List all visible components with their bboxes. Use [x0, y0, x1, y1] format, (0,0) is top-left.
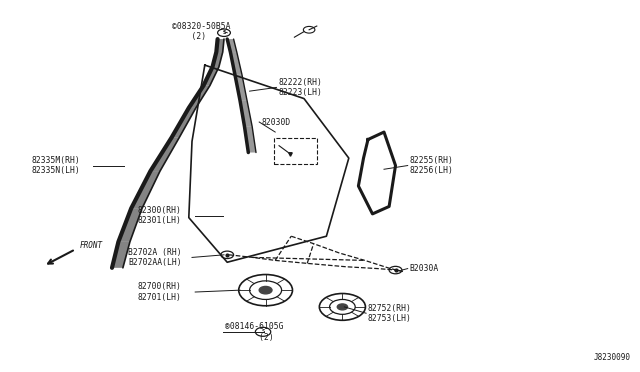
Text: FRONT: FRONT: [80, 241, 103, 250]
Polygon shape: [204, 67, 219, 86]
Polygon shape: [150, 138, 179, 171]
Text: 82300(RH)
82301(LH): 82300(RH) 82301(LH): [138, 206, 182, 225]
Text: 82222(RH)
82223(LH): 82222(RH) 82223(LH): [278, 78, 323, 97]
Polygon shape: [131, 171, 160, 208]
Text: 82255(RH)
82256(LH): 82255(RH) 82256(LH): [410, 156, 454, 175]
Polygon shape: [244, 126, 256, 153]
Polygon shape: [227, 39, 237, 52]
Polygon shape: [118, 208, 142, 242]
Text: 82335M(RH)
82335N(LH): 82335M(RH) 82335N(LH): [32, 156, 81, 175]
Text: ®08146-6105G
       (2): ®08146-6105G (2): [225, 322, 284, 341]
Polygon shape: [216, 39, 224, 52]
Polygon shape: [212, 52, 223, 67]
Text: 82700(RH)
82701(LH): 82700(RH) 82701(LH): [138, 282, 182, 302]
Bar: [274, 138, 317, 164]
Text: J8230090: J8230090: [593, 353, 630, 362]
Polygon shape: [112, 242, 130, 268]
Polygon shape: [240, 100, 252, 126]
Text: 82030D: 82030D: [261, 118, 291, 126]
Polygon shape: [172, 108, 196, 138]
Text: S: S: [261, 329, 265, 334]
Text: B2030A: B2030A: [410, 264, 439, 273]
Circle shape: [337, 304, 348, 310]
Polygon shape: [230, 52, 242, 74]
Circle shape: [259, 286, 272, 294]
Polygon shape: [189, 86, 210, 108]
Text: B2702A (RH)
B2702AA(LH): B2702A (RH) B2702AA(LH): [128, 248, 182, 267]
Text: S: S: [222, 30, 226, 35]
Text: 82752(RH)
82753(LH): 82752(RH) 82753(LH): [368, 304, 412, 323]
Text: ©08320-50B5A
    (2): ©08320-50B5A (2): [172, 22, 230, 41]
Polygon shape: [235, 74, 247, 100]
